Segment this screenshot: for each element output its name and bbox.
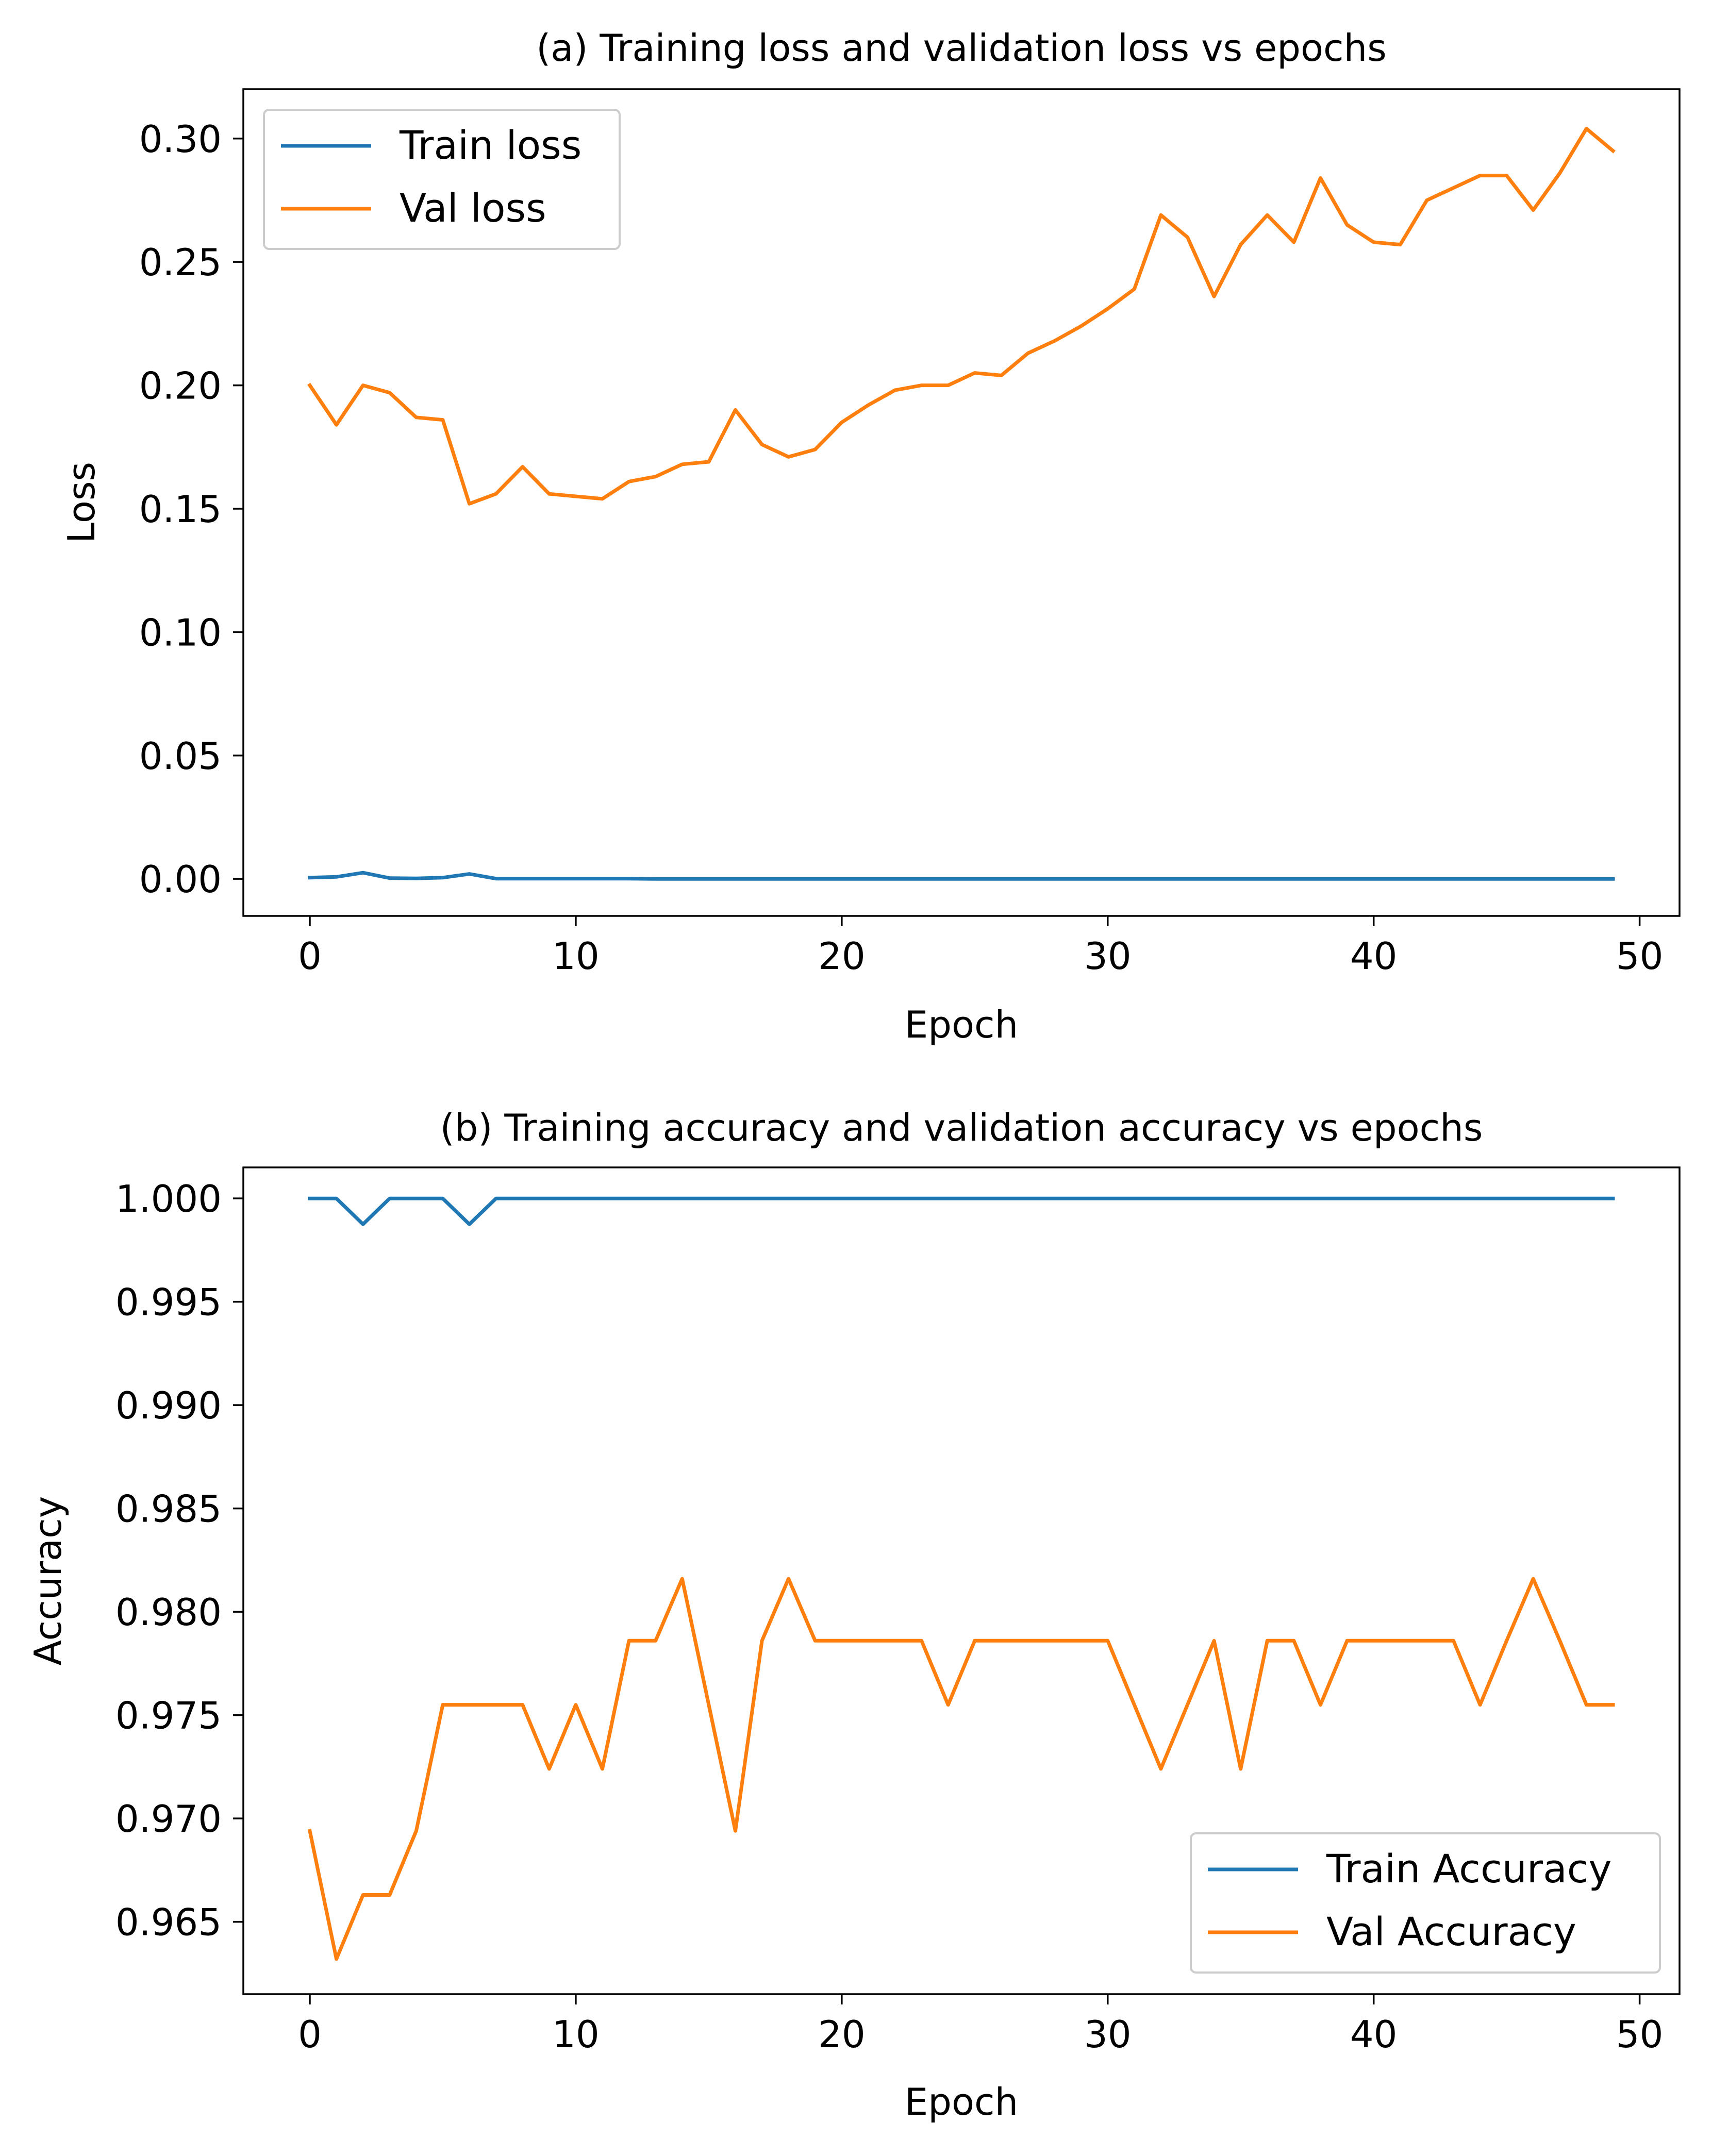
- accuracy-x-tick-label: 30: [1084, 2013, 1132, 2056]
- loss-chart-title: (a) Training loss and validation loss vs…: [536, 26, 1387, 70]
- accuracy-x-tick-label: 40: [1350, 2013, 1398, 2056]
- accuracy-y-tick-label: 0.970: [115, 1797, 222, 1841]
- accuracy-legend-label-train: Train Accuracy: [1326, 1846, 1612, 1892]
- accuracy-chart-ticks: 0 10 20 30 40 50 0.965 0.970 0.975 0.980 0.985 0.99…: [115, 1177, 1664, 2056]
- loss-chart-legend: Train loss Val loss: [263, 109, 621, 250]
- accuracy-chart-legend-box: [1190, 1832, 1661, 1974]
- accuracy-series-line-val: [307, 1577, 1615, 1961]
- accuracy-y-tick-label: 0.980: [115, 1591, 222, 1634]
- accuracy-y-tick-label: 0.985: [115, 1488, 222, 1531]
- loss-series-line-val: [307, 127, 1616, 506]
- accuracy-x-tick-label: 50: [1616, 2013, 1664, 2056]
- accuracy-chart-panel: (b) Training accuracy and validation acc…: [26, 1106, 1681, 2124]
- accuracy-series-line-train: [308, 1196, 1615, 1226]
- loss-y-tick-label: 0.25: [139, 241, 222, 284]
- loss-legend-label-val: Val loss: [400, 185, 546, 231]
- accuracy-y-tick-label: 0.995: [115, 1281, 222, 1324]
- accuracy-x-tick-label: 0: [298, 2013, 322, 2056]
- loss-x-tick-label: 30: [1084, 934, 1132, 978]
- accuracy-chart-plot-frame: [242, 1166, 1681, 1995]
- accuracy-chart-title: (b) Training accuracy and validation acc…: [440, 1106, 1483, 1149]
- loss-y-tick-label: 0.15: [139, 488, 222, 531]
- accuracy-x-tick-label: 10: [552, 2013, 600, 2056]
- loss-y-tick-label: 0.10: [139, 611, 222, 654]
- loss-x-tick-label: 50: [1616, 934, 1664, 978]
- loss-y-tick-label: 0.20: [139, 364, 222, 408]
- loss-legend-label-train: Train loss: [399, 122, 581, 168]
- loss-chart-panel: (a) Training loss and validation loss vs…: [60, 26, 1681, 1046]
- loss-x-tick-label: 20: [818, 934, 866, 978]
- loss-chart-y-axis-label: Loss: [60, 462, 103, 543]
- loss-series-line-train: [308, 871, 1615, 881]
- loss-y-tick-label: 0.30: [139, 118, 222, 161]
- accuracy-chart-y-axis-label: Accuracy: [26, 1496, 70, 1666]
- loss-y-tick-label: 0.05: [139, 734, 222, 778]
- loss-chart-ticks: 0 10 20 30 40 50 0.00 0.05 0.10 0.15 0.20 0.25 0.30: [139, 118, 1664, 978]
- loss-chart-x-axis-label: Epoch: [905, 1003, 1018, 1046]
- accuracy-legend-label-val: Val Accuracy: [1326, 1909, 1576, 1954]
- loss-chart-plot-frame: [242, 88, 1681, 917]
- accuracy-y-tick-label: 0.965: [115, 1901, 222, 1944]
- accuracy-chart-legend: Train Accuracy Val Accuracy: [1190, 1832, 1661, 1974]
- accuracy-y-tick-label: 1.000: [115, 1177, 222, 1221]
- loss-x-tick-label: 0: [298, 934, 322, 978]
- accuracy-chart-lines: [307, 1196, 1615, 1961]
- loss-x-tick-label: 10: [552, 934, 600, 978]
- accuracy-x-tick-label: 20: [818, 2013, 866, 2056]
- accuracy-chart-x-axis-label: Epoch: [905, 2080, 1018, 2124]
- accuracy-y-tick-label: 0.990: [115, 1384, 222, 1427]
- loss-chart-lines: [307, 127, 1616, 881]
- loss-x-tick-label: 40: [1350, 934, 1398, 978]
- accuracy-y-tick-label: 0.975: [115, 1694, 222, 1737]
- loss-y-tick-label: 0.00: [139, 858, 222, 901]
